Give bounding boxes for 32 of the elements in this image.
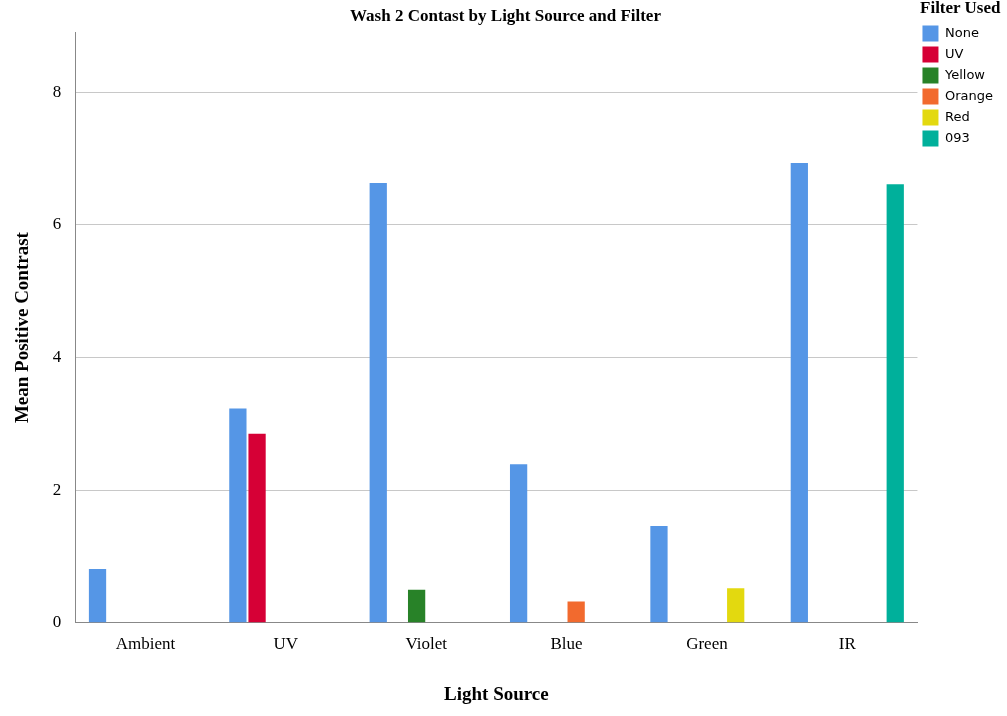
bar — [88, 569, 107, 623]
x-tick-label: IR — [838, 634, 857, 654]
bar — [407, 589, 426, 623]
y-tick-label: 6 — [52, 214, 62, 234]
bar — [248, 433, 266, 623]
x-tick-label: Violet — [405, 634, 448, 654]
y-tick-label: 0 — [52, 612, 62, 632]
bar — [790, 163, 808, 623]
chart-title: Wash 2 Contast by Light Source and Filter — [350, 5, 662, 25]
legend-label: Red — [944, 108, 970, 124]
legend-label: Orange — [944, 87, 994, 103]
legend-label: Yellow — [943, 66, 986, 82]
x-tick-label: Ambient — [115, 634, 176, 654]
y-tick-label: 4 — [52, 346, 62, 366]
legend-label: 093 — [944, 129, 970, 145]
x-tick-label: Blue — [550, 634, 583, 654]
legend-label: None — [944, 24, 979, 40]
x-tick-label: UV — [273, 634, 299, 654]
bar — [727, 588, 745, 623]
bar — [886, 184, 904, 623]
bar — [567, 601, 585, 623]
bar — [369, 182, 387, 623]
y-axis-title: Mean Positive Contrast — [11, 231, 33, 424]
legend-title: Filter Used — [920, 0, 1001, 17]
x-axis-title: Light Source — [444, 682, 549, 704]
y-tick-label: 8 — [52, 81, 62, 101]
bar — [229, 408, 247, 623]
y-tick-label: 2 — [52, 479, 62, 499]
bar — [650, 525, 668, 623]
legend-label: UV — [944, 45, 964, 61]
x-tick-label: Green — [686, 634, 729, 654]
bar — [509, 464, 528, 623]
